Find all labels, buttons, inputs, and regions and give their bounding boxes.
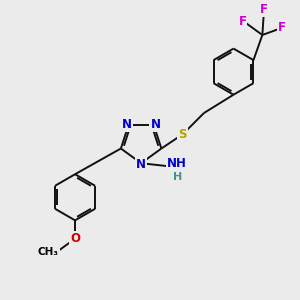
Text: NH: NH bbox=[167, 157, 187, 170]
Text: F: F bbox=[260, 3, 268, 16]
Text: N: N bbox=[122, 118, 132, 130]
Text: F: F bbox=[278, 21, 286, 34]
Text: S: S bbox=[178, 128, 187, 141]
Text: O: O bbox=[70, 232, 80, 245]
Text: H: H bbox=[172, 172, 182, 182]
Text: F: F bbox=[238, 15, 247, 28]
Text: N: N bbox=[136, 158, 146, 171]
Text: CH₃: CH₃ bbox=[38, 247, 59, 257]
Text: N: N bbox=[150, 118, 161, 130]
